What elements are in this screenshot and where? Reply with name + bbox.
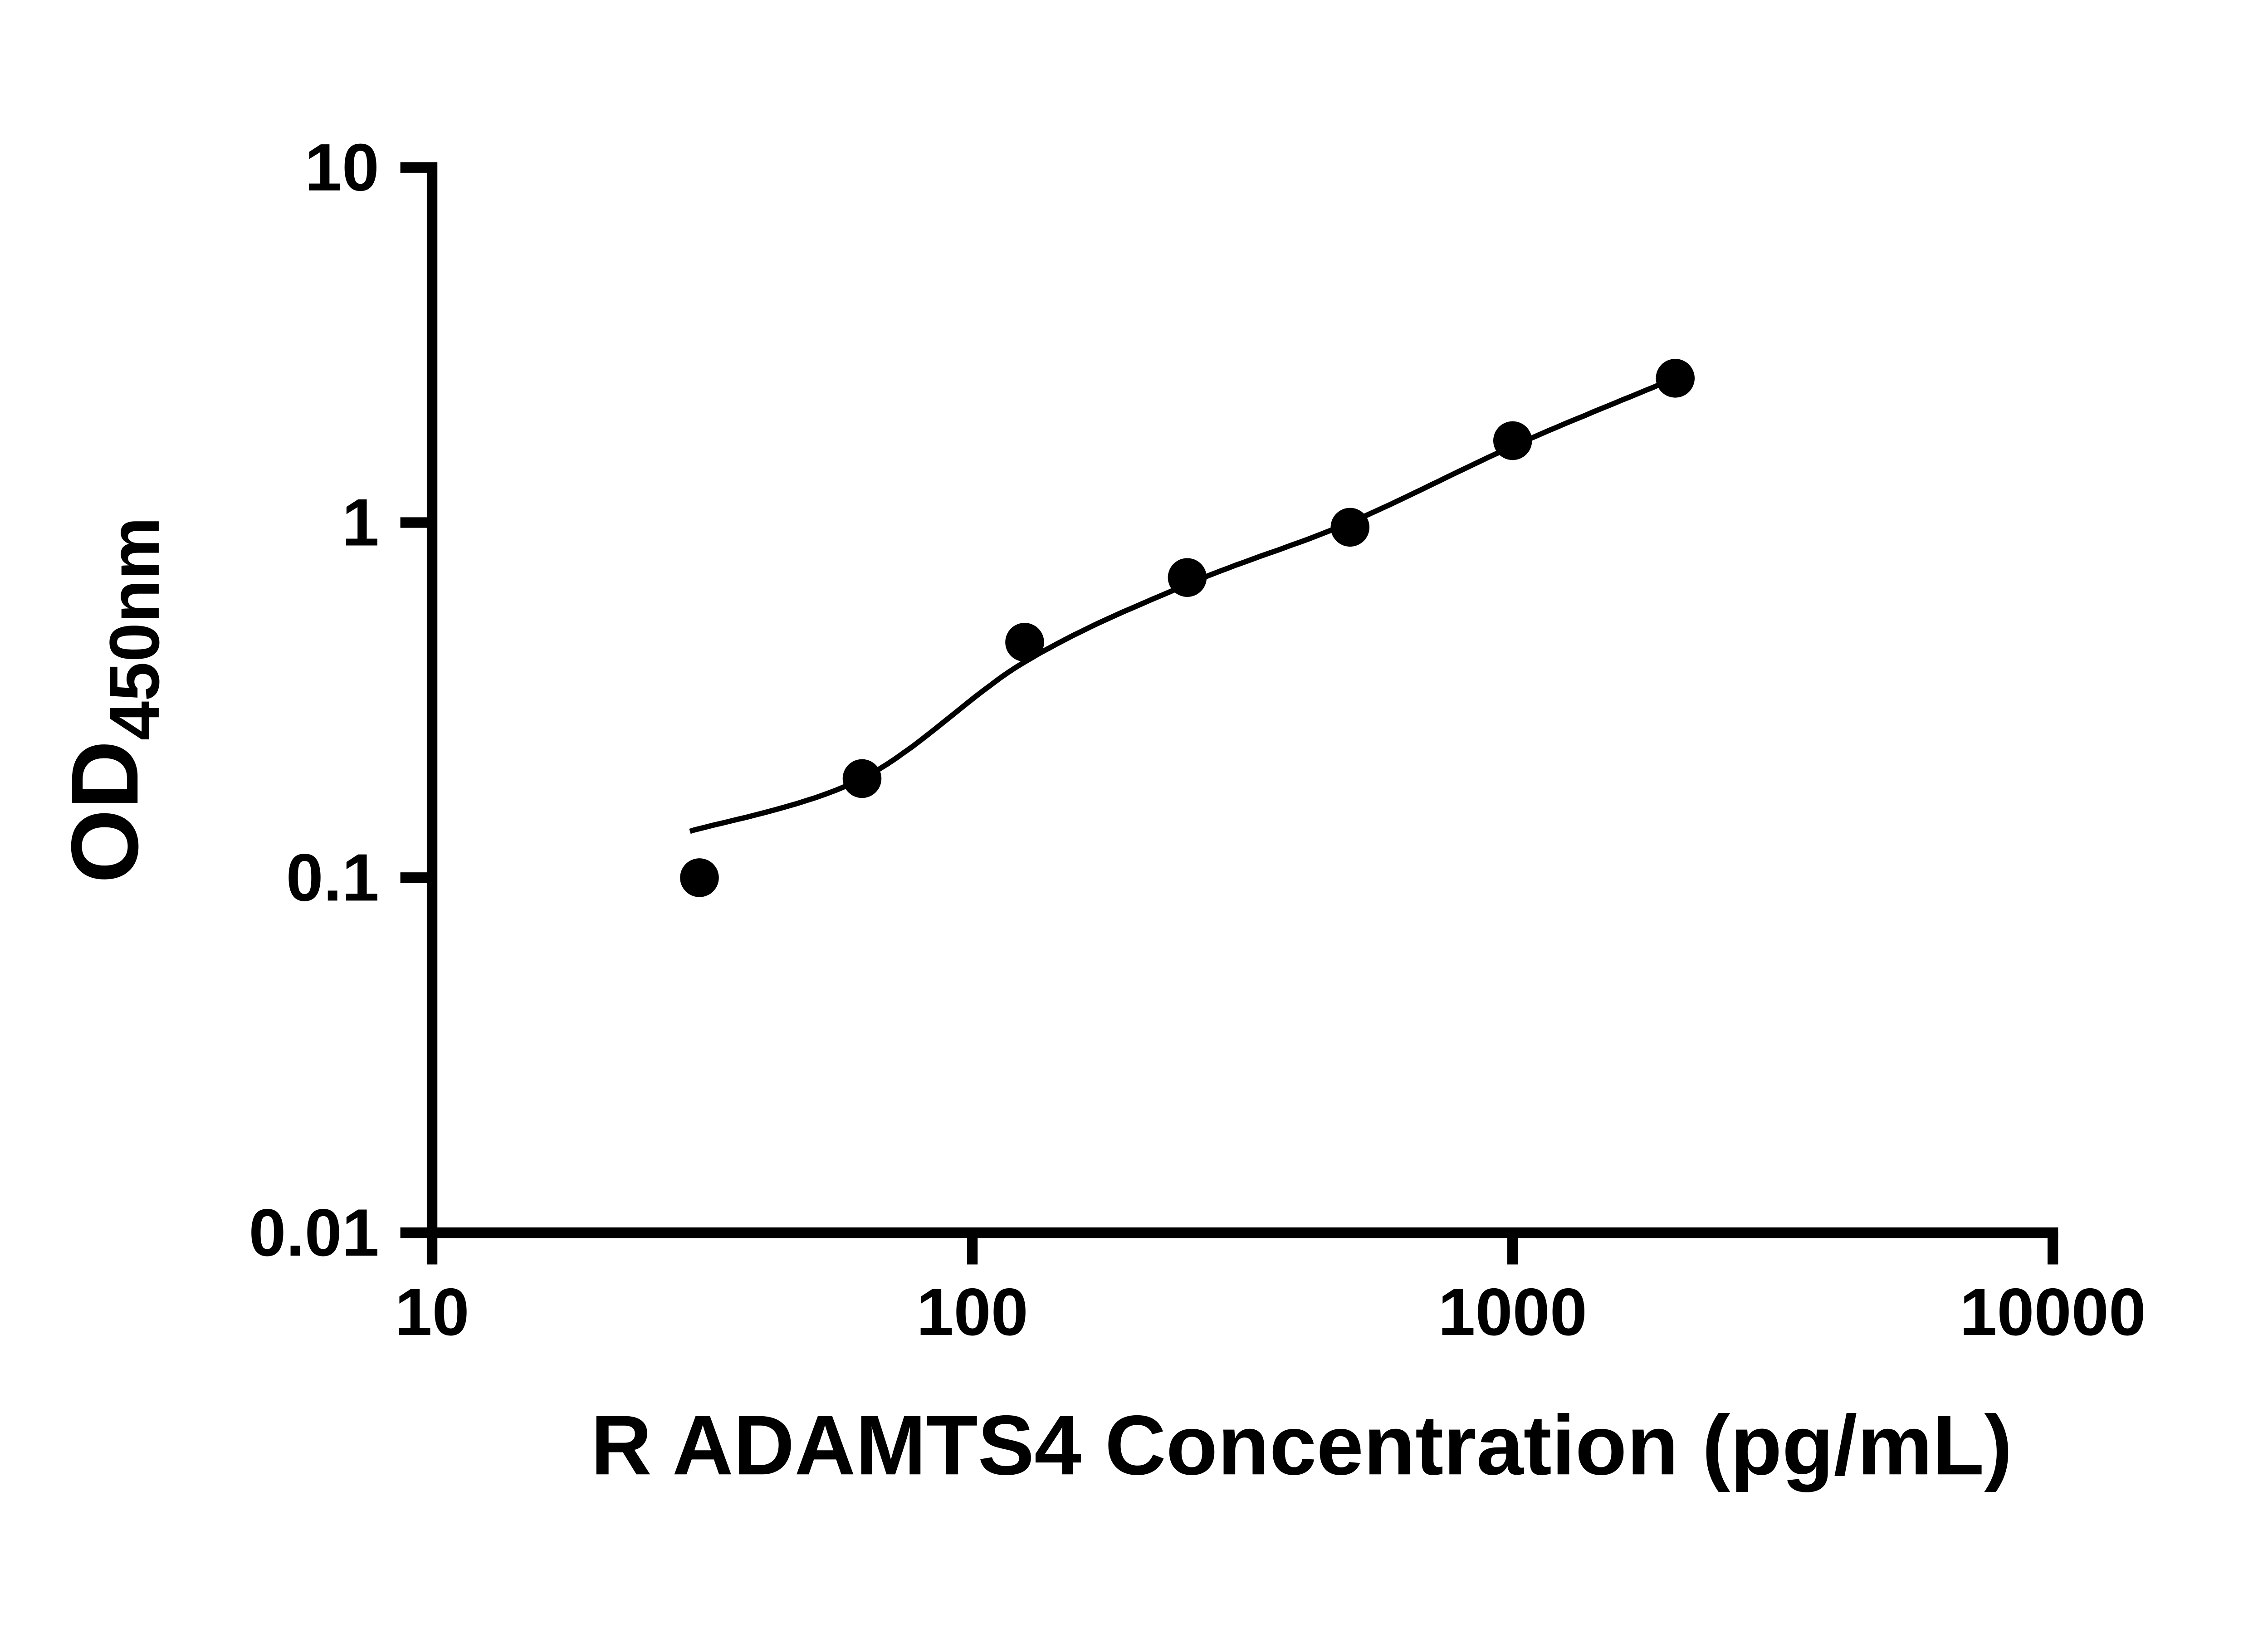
axes: 10 100 1000 10000 10 1 0.1 0.01	[249, 130, 2146, 1349]
y-axis-title: OD450nm	[52, 517, 174, 884]
x-axis-tick-label: 1000	[1438, 1275, 1587, 1349]
y-axis-title-subscript: 450nm	[95, 517, 174, 741]
data-point	[1330, 508, 1370, 547]
data-point	[1168, 558, 1207, 597]
x-axis-tick-label: 10	[395, 1275, 469, 1349]
data-point	[680, 858, 719, 897]
data-point	[1493, 421, 1532, 460]
y-axis-tick-label: 0.01	[249, 1195, 379, 1270]
plot-series	[680, 359, 1695, 897]
y-axis-tick-label: 1	[342, 485, 379, 560]
y-axis-tick-label: 10	[305, 130, 379, 205]
x-axis-title: R ADAMTS4 Concentration (pg/mL)	[591, 1398, 2012, 1492]
x-axis-tick-label: 10000	[1960, 1275, 2146, 1349]
x-axis-tick-label: 100	[916, 1275, 1028, 1349]
y-axis-title-main: OD	[52, 740, 158, 883]
data-point	[842, 759, 882, 798]
axis-lines	[426, 162, 2058, 1238]
data-point	[1005, 623, 1044, 662]
y-axis-tick-label: 0.1	[286, 840, 379, 915]
data-point	[1656, 359, 1695, 398]
